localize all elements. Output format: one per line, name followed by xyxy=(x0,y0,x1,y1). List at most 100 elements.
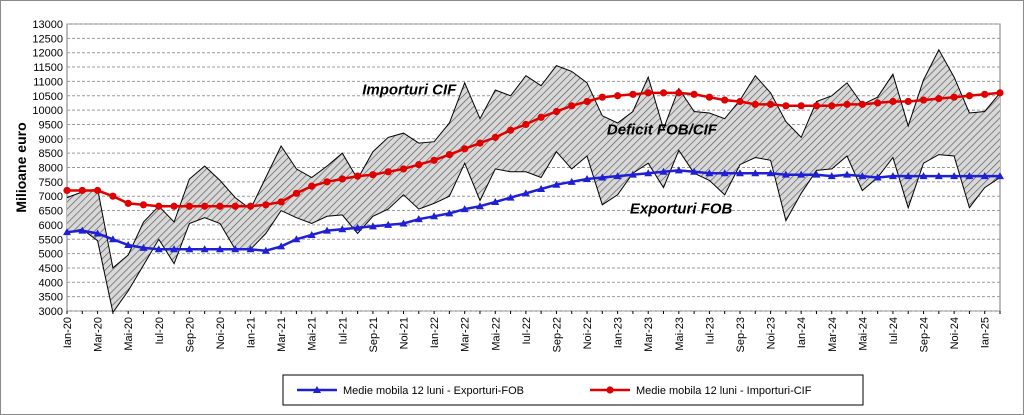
y-tick-label: 11000 xyxy=(33,76,63,88)
x-tick-label: Iul-24 xyxy=(888,317,900,345)
imports_avg-point xyxy=(231,202,239,210)
x-tick-label: Noi-22 xyxy=(582,317,594,349)
imports_avg-point xyxy=(185,202,193,210)
x-tick-label: Ian-22 xyxy=(429,317,441,348)
exports_avg-point xyxy=(368,222,377,230)
exports_avg-series xyxy=(63,166,1004,254)
exports_avg-point xyxy=(246,245,255,253)
x-tick-label: Ian-23 xyxy=(613,317,625,348)
imports_avg-point xyxy=(782,102,790,110)
exports_avg-point xyxy=(231,245,240,253)
imports_avg-point xyxy=(721,96,729,104)
exports_avg-point xyxy=(996,172,1004,180)
exports_avg-point xyxy=(307,230,316,238)
imports_avg-point xyxy=(63,186,71,195)
exports_avg-point xyxy=(414,215,423,223)
exports_avg-point xyxy=(812,170,821,178)
imports_avg-point xyxy=(155,202,163,210)
x-tick-label: Noi-21 xyxy=(399,317,411,349)
y-tick-label: 3000 xyxy=(39,306,63,318)
exports_avg-point xyxy=(521,189,530,197)
imports_avg-point xyxy=(614,92,622,100)
exports_avg-point xyxy=(628,170,637,178)
x-tick-label: Iul-22 xyxy=(521,317,533,345)
exports_avg-point xyxy=(506,193,515,201)
exports_avg-point xyxy=(491,197,500,205)
y-tick-label: 10500 xyxy=(32,91,63,103)
y-tick-label: 9500 xyxy=(39,119,63,131)
imports_avg-point xyxy=(369,171,377,179)
y-tick-label: 8500 xyxy=(39,148,63,160)
exports_avg-point xyxy=(919,172,928,180)
imports_avg-point xyxy=(675,89,683,97)
exports_avg-point xyxy=(552,180,561,188)
x-tick-label: Noi-23 xyxy=(766,317,778,349)
imports_avg-point xyxy=(308,182,316,190)
y-tick-label: 12500 xyxy=(32,33,63,45)
exports_avg-point xyxy=(384,220,393,228)
exports_avg-point xyxy=(674,166,683,174)
imports_avg-point xyxy=(338,175,346,183)
imports_avg-point xyxy=(399,165,408,173)
imports_avg-point xyxy=(552,107,561,116)
x-tick-label: Mai-23 xyxy=(674,317,686,351)
legend-label: Medie mobila 12 luni - Exporturi-FOB xyxy=(343,385,524,397)
x-tick-label: Sep-21 xyxy=(368,317,380,352)
y-tick-label: 9000 xyxy=(39,134,63,146)
imports_avg-point xyxy=(644,89,652,97)
exports_avg-point xyxy=(353,223,362,231)
imports_avg-series xyxy=(63,89,1004,210)
exports_avg-point xyxy=(751,169,760,177)
imports_avg-point xyxy=(598,93,606,101)
x-tick-label: Mai-24 xyxy=(857,317,869,351)
exports_avg-point xyxy=(950,172,959,180)
exports_avg-point xyxy=(170,245,179,253)
imports_avg-point xyxy=(262,201,270,209)
imports_avg-point xyxy=(415,161,423,169)
imports_avg-point xyxy=(889,97,897,106)
imports_avg-point xyxy=(996,89,1004,97)
legend-marker xyxy=(606,386,614,394)
imports_avg-point xyxy=(216,202,224,210)
imports_avg-point xyxy=(812,102,821,110)
y-tick-label: 12000 xyxy=(32,48,63,60)
y-tick-label: 5000 xyxy=(39,249,63,261)
x-tick-label: Iul-20 xyxy=(154,317,166,345)
y-tick-label: 7500 xyxy=(39,177,63,189)
imports_avg-point xyxy=(522,120,530,129)
x-tick-label: Iul-23 xyxy=(704,317,716,345)
exports_avg-point xyxy=(323,226,332,234)
imports_avg-point xyxy=(858,100,866,108)
y-axis-label: Milioane euro xyxy=(13,122,29,212)
imports_avg-point xyxy=(690,90,698,98)
exports_avg-point xyxy=(720,169,729,177)
exports_avg-point xyxy=(690,167,699,175)
imports_avg-point xyxy=(292,189,301,197)
exports_avg-point xyxy=(124,240,133,248)
exports_avg-point xyxy=(261,246,270,254)
imports_avg-point xyxy=(384,168,392,176)
imports_avg-point xyxy=(491,133,499,141)
imports_avg-point xyxy=(629,90,637,98)
imports_avg-point xyxy=(904,97,912,106)
y-tick-label: 5500 xyxy=(39,234,63,246)
y-axis-ticks: 3000 3500 4000 4500 5000 5500 6000 6500 7000 7500… xyxy=(32,19,63,318)
imports_avg-point xyxy=(965,92,974,100)
x-tick-label: Mar-20 xyxy=(93,317,105,352)
exports_avg-point xyxy=(598,173,607,181)
monthly-imports-line xyxy=(66,48,1001,269)
exports_avg-point xyxy=(781,170,790,178)
exports_avg-point xyxy=(583,174,592,182)
monthly-exports-line xyxy=(66,149,1001,314)
exports_avg-point xyxy=(93,229,102,237)
x-tick-label: Noi-20 xyxy=(215,317,227,349)
y-tick-label: 8000 xyxy=(39,163,63,175)
x-tick-label: Sep-22 xyxy=(551,317,563,352)
exports_avg-point xyxy=(644,169,653,177)
imports_avg-point xyxy=(476,139,484,147)
exports_avg-point xyxy=(843,170,852,178)
exports_avg-point xyxy=(338,225,347,233)
x-tick-label: Iul-21 xyxy=(337,317,349,345)
exports_avg-point xyxy=(766,169,775,177)
